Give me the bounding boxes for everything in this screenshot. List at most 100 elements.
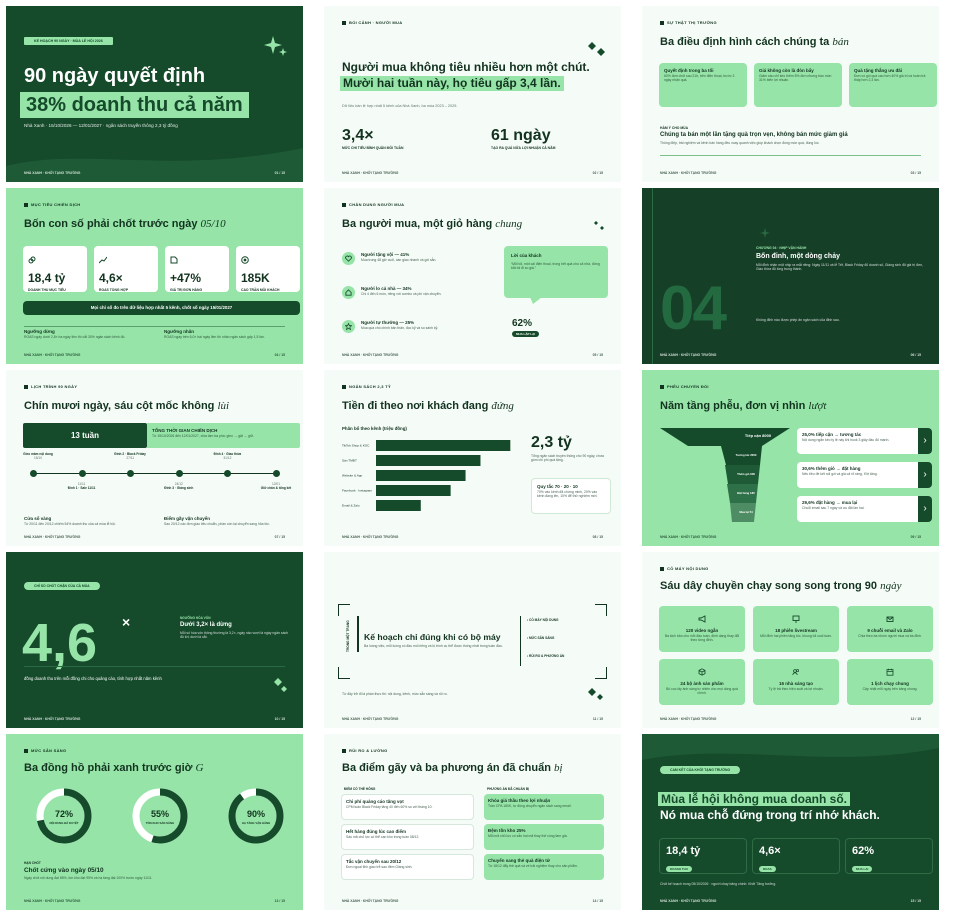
bar	[376, 500, 421, 511]
slide-1-cover[interactable]: KẾ HOẠCH 90 NGÀY · MÙA LỄ HỘI 2026 90 ng…	[6, 6, 303, 182]
bar-label: TikTok Shop & KOC	[342, 444, 370, 448]
timeline-dot	[127, 470, 135, 477]
sparkle-icon	[588, 42, 605, 56]
stop-threshold: Ngưỡng dừng ROAS ngày dưới 2,8× ba ngày l…	[24, 329, 126, 339]
fact-card-1: Quyết định trong ba tối 60% đơn chốt sau …	[659, 63, 747, 107]
footer: NHÀ XANH · KHỞI TẠNG TRƯỜNG 10 / 15	[24, 717, 285, 721]
cover-subtitle: Nhà Xanh · 15/10/2026 — 12/01/2027 · ngâ…	[24, 123, 178, 128]
repeat-pct: 62%	[512, 318, 533, 329]
slide-tag: MỨC SẴN SÀNG	[24, 748, 66, 753]
chapter-tag: CHƯƠNG 04 · NHỊP VẬN HÀNH	[756, 246, 807, 250]
slide-3-market-facts[interactable]: SỰ THẬT THỊ TRƯỜNG Ba điều định hình các…	[642, 6, 939, 182]
workstream-2: ▪ MỨC SẴN SÀNG	[527, 636, 555, 640]
funnel-diagram	[660, 428, 790, 522]
risks-col-right: PHƯƠNG ÁN ĐÃ CHUẨN BỊ	[487, 787, 530, 791]
context-headline-2: Mười hai tuần này, họ tiêu gấp 3,4 lần.	[340, 76, 564, 91]
implication-tag: HÀM Ý CHO MÙA	[660, 126, 689, 130]
funnel-level-1: Tiếp cận 8000	[744, 433, 772, 438]
fact-card-2: Giá không còn là đòn bẩy Giảm sâu chỉ kéo…	[754, 63, 842, 107]
gauge-label: TỒN KHO SẴN SÀNG	[146, 820, 174, 825]
closing-kpi-2: 4,6× ROAS	[752, 838, 840, 874]
closing-line-2: Nó mua chỗ đứng trong trí nhớ khách.	[660, 808, 880, 822]
slide-tag: CHÂN DUNG NGƯỜI MUA	[342, 202, 404, 207]
bar	[376, 440, 511, 451]
chapter-desc-2: Không đỉnh nào được phép ăn ngân sách củ…	[756, 318, 840, 322]
chart-title: Phân bổ theo kênh (triệu đồng)	[342, 426, 407, 431]
cover-tag: KẾ HOẠCH 90 NGÀY · MÙA LỄ HỘI 2026	[24, 37, 113, 45]
gauge-value: 72%	[55, 809, 73, 819]
roas-tag: CHỈ SỐ CHỐT CHẶN CỦA CẢ MÙA	[24, 582, 100, 590]
slide-2-context[interactable]: BỐI CẢNH · NGƯỜI MUA Người mua không tiê…	[324, 6, 621, 182]
persona-2: Người lo cả nhà — 34% Chi 4 đến 6 món, ri…	[342, 286, 441, 299]
arrow-right-icon[interactable]: ›	[918, 496, 932, 522]
gauge-value: 55%	[151, 809, 169, 819]
footer: NHÀ XANH · KHỞI TẠNG TRƯỜNG 02 / 15	[342, 171, 603, 175]
arrow-right-icon[interactable]: ›	[918, 462, 932, 488]
sparkle-icon	[274, 678, 287, 692]
footer: NHÀ XANH · KHỞI TẠNG TRƯỜNG 01 / 15	[24, 171, 285, 175]
timeline-label: Đỉnh 2 · Black Friday 27/11	[114, 452, 146, 461]
persona-1: Người tặng vội — 41% Mua trong 48 giờ cuố…	[342, 252, 436, 265]
deadline-desc: Ngày chốt nội dung đạt 85%, tồn kho đạt …	[24, 876, 153, 880]
engine-card-video: 120 video ngắn Ba kịch bản cho mỗi đầu tu…	[659, 606, 745, 652]
footer: NHÀ XANH · KHỞI TẠNG TRƯỜNG 09 / 15	[660, 535, 921, 539]
cover-title-line1: 90 ngày quyết định	[24, 65, 206, 87]
box-icon	[698, 668, 706, 676]
conversion-card-1: 25,0% tiếp cận → tương tác Nội dung ngắn …	[797, 428, 922, 454]
footer: NHÀ XANH · KHỞI TẠNG TRƯỜNG 03 / 15	[660, 171, 921, 175]
bar-label: Sàn TMĐT	[342, 459, 357, 463]
slide-tag: LỊCH TRÌNH 90 NGÀY	[24, 384, 77, 389]
funnel-level-5: Mua lại 54	[739, 510, 753, 514]
footer: NHÀ XANH · KHỞI TẠNG TRƯỜNG 13 / 15	[24, 899, 285, 903]
slide-9-funnel[interactable]: PHỄU CHUYỂN ĐỔI Năm tầng phễu, đơn vị nh…	[642, 370, 939, 546]
timeline-dot	[30, 470, 37, 477]
slide-7-timeline[interactable]: LỊCH TRÌNH 90 NGÀY Chín mươi ngày, sáu c…	[6, 370, 303, 546]
roas-subtitle: đồng doanh thu trên mỗi đồng chi cho quả…	[24, 676, 162, 681]
shipping-cutoff: Điểm gãy vận chuyển Sau 20/12 các đơn gia…	[164, 516, 270, 526]
context-headline-1: Người mua không tiêu nhiều hơn một chút.	[342, 60, 590, 74]
overview-desc: Ba luồng việc, mỗi luồng có đầu mối riên…	[364, 644, 503, 648]
slide-15-closing[interactable]: CAM KẾT CỦA KHỞI TẠNG TRƯỜNG Mùa lễ hội …	[642, 734, 939, 910]
closing-desc: Chốt kế hoạch trong 05/10/2026 · người c…	[660, 882, 777, 886]
slide-5-personas[interactable]: CHÂN DUNG NGƯỜI MUA Ba người mua, một gi…	[324, 188, 621, 364]
overview-title: Kế hoạch chỉ đúng khi có bộ máy	[364, 632, 501, 642]
slide-10-roas[interactable]: CHỈ SỐ CHỐT CHẶN CỦA CẢ MÙA 4,6 × NGƯỠNG…	[6, 552, 303, 728]
side-label: TRONG MỘT TRANG	[346, 620, 350, 652]
closing-kpi-3: 62% MUA LẠI	[845, 838, 933, 874]
footer: NHÀ XANH · KHỞI TẠNG TRƯỜNG 07 / 15	[24, 535, 285, 539]
slide-title: Ba điều định hình cách chúng ta bán	[660, 36, 849, 48]
roas-value: 4,6	[22, 613, 98, 673]
timeline-dot	[224, 470, 232, 477]
slide-title: Chín mươi ngày, sáu cột mốc không lùi	[24, 400, 230, 412]
calendar-icon	[886, 668, 894, 676]
gauge-value: 90%	[247, 809, 265, 819]
timeline-dot	[78, 470, 86, 477]
engine-card-creators: 16 nhà sáng tạo Tỷ lệ trả theo hiệu suất …	[753, 659, 839, 705]
bar-label: Facebook · Instagram	[342, 489, 373, 493]
scale-threshold: Ngưỡng nhân ROAS ngày trên 6,0× hai ngày …	[164, 329, 265, 339]
arrow-right-icon[interactable]: ›	[918, 428, 932, 454]
slide-8-budget[interactable]: NGÂN SÁCH 2,3 TỶ Tiền đi theo nơi khách …	[324, 370, 621, 546]
slide-11-overview[interactable]: TRONG MỘT TRANG Kế hoạch chỉ đúng khi có…	[324, 552, 621, 728]
timeline-label: 12/01 Giữ chân & tổng kết	[260, 482, 292, 491]
budget-rule-box: Quy tắc 70 · 20 · 10 70% vào kênh đã chứn…	[531, 478, 611, 514]
mitigation-2: Đệm tồn kho 25% Mỗi mã chủ lực có sẵn hai…	[484, 824, 604, 850]
slide-6-chapter[interactable]: 04 CHƯƠNG 04 · NHỊP VẬN HÀNH Bốn đỉnh, m…	[642, 188, 939, 364]
slide-4-kpis[interactable]: MỤC TIÊU CHIẾN DỊCH Bốn con số phải chốt…	[6, 188, 303, 364]
slide-tag: PHỄU CHUYỂN ĐỔI	[660, 384, 709, 389]
chapter-title: Bốn đỉnh, một dòng chảy	[756, 253, 840, 260]
timeline-label: 24/12 Đỉnh 3 · Giáng sinh	[164, 482, 194, 491]
slide-12-content-engine[interactable]: CỖ MÁY NỘI DUNG Sáu dây chuyền chạy song…	[642, 552, 939, 728]
footer: NHÀ XANH · KHỞI TẠNG TRƯỜNG 06 / 15	[660, 353, 921, 357]
mitigation-3: Chuyển sang thẻ quà điện tử Từ 18/12 đẩy …	[484, 854, 604, 880]
footer: NHÀ XANH · KHỞI TẠNG TRƯỜNG 15 / 15	[660, 899, 921, 903]
slide-title: Ba người mua, một giỏ hàng chung	[342, 218, 523, 230]
sparkle-icon	[588, 688, 603, 700]
slide-14-risks[interactable]: RỦI RO & LƯỜNG Ba điểm gãy và ba phương …	[324, 734, 621, 910]
slide-tag: CỖ MÁY NỘI DUNG	[660, 566, 709, 571]
slide-title: Bốn con số phải chốt trước ngày 05/10	[24, 218, 226, 230]
stat-1-value: 3,4×	[342, 127, 374, 144]
bar	[376, 455, 481, 466]
slide-13-readiness[interactable]: MỨC SẴN SÀNG Ba đồng hồ phải xanh trước …	[6, 734, 303, 910]
slide-title: Năm tầng phễu, đơn vị nhìn lượt	[660, 400, 827, 412]
